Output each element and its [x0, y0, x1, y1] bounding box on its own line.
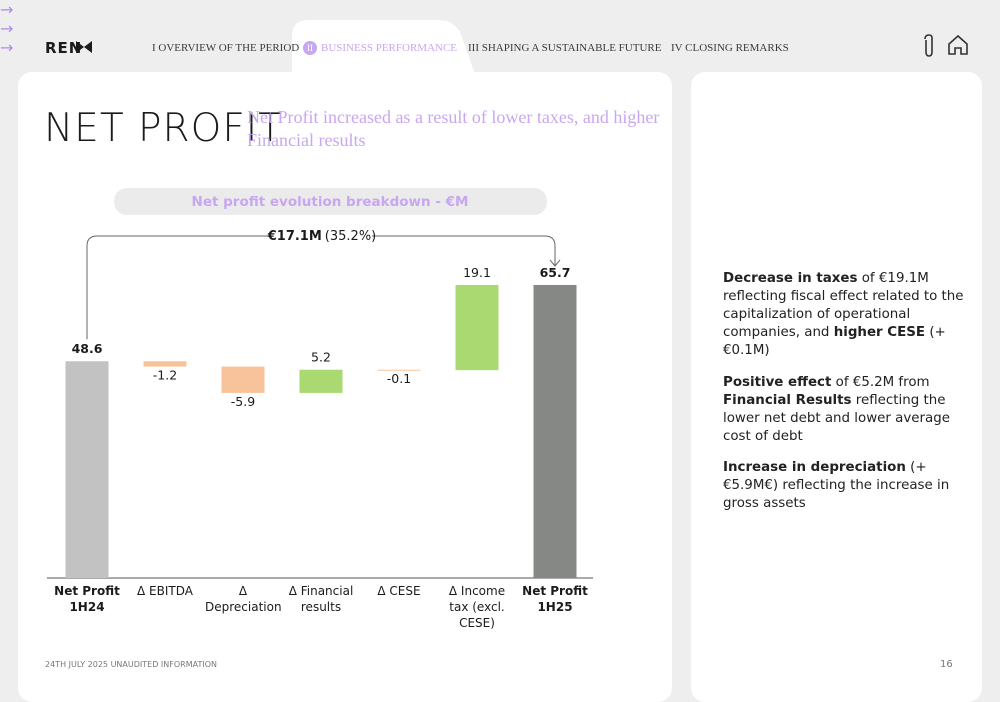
value-label: 5.2 — [311, 350, 331, 365]
annotation-amount: €17.1M — [267, 229, 322, 244]
x-tick-label: Δ CESE — [377, 584, 421, 598]
bullet-text: (+€5.9M€) reflecting the increase in gro… — [723, 460, 950, 511]
bar — [221, 366, 265, 393]
bar — [377, 369, 421, 371]
home-icon[interactable] — [948, 34, 968, 55]
bullet-text: of €5.2M from — [831, 375, 930, 390]
nav-item[interactable]: I OVERVIEW OF THE PERIOD — [152, 42, 300, 54]
bullet-text: reflecting the lower net debt and lower … — [723, 393, 950, 444]
bullet-bold: Positive effect — [723, 375, 832, 390]
bullet-text: (+€0.1M) — [723, 325, 946, 358]
chart-title: Net profit evolution breakdown - €M — [192, 194, 469, 210]
value-label: 65.7 — [540, 265, 571, 280]
bullet-bold: Decrease in taxes — [723, 271, 858, 286]
bullet-bold: Financial Results — [723, 393, 852, 408]
page-number: 16 — [940, 659, 953, 670]
active-tab — [292, 20, 475, 74]
logo-mark — [76, 41, 92, 53]
bar — [455, 284, 499, 371]
bullet-arrow: → — [0, 19, 14, 38]
bar — [65, 361, 109, 578]
icons[interactable] — [924, 34, 968, 57]
page-subtitle: Net Profit increased as a result of lowe… — [247, 107, 660, 150]
x-tick-label: Net Profit 1H24 — [54, 584, 120, 614]
chart: Net profit evolution breakdown - €M 48.6… — [47, 188, 593, 579]
value-label: 48.6 — [72, 341, 103, 356]
bullet: Decrease in taxes of €19.1M reflecting f… — [723, 270, 981, 360]
nav-item[interactable]: III SHAPING A SUSTAINABLE FUTURE — [468, 42, 662, 54]
annotation-change: (35.2%) — [325, 229, 376, 244]
annotation: €17.1M (35.2%) — [267, 229, 377, 244]
nav-item[interactable]: IV CLOSING REMARKS — [671, 42, 789, 54]
nav-tab-shape — [76, 20, 968, 74]
bullet-arrow: → — [0, 38, 14, 57]
bullet: Increase in depreciation (+€5.9M€) refle… — [723, 459, 981, 513]
bar — [143, 361, 187, 367]
annotation-bg — [272, 226, 372, 246]
x-tick-label: Δ Income tax (excl. CESE) — [448, 584, 506, 630]
value-label: -1.2 — [153, 368, 177, 383]
chart-title-pill — [114, 188, 547, 215]
bar — [299, 369, 343, 393]
bullet-arrow: → — [0, 0, 14, 19]
page-title: NET PROFIT — [44, 106, 284, 151]
tab-badge — [303, 41, 317, 55]
value-label: -0.1 — [387, 371, 411, 386]
x-tick-label: Δ Depreciation — [205, 584, 282, 614]
bullet: Positive effect of €5.2M from Financial … — [723, 374, 981, 446]
bullet-bold: Increase in depreciation — [723, 460, 906, 475]
value-label: -5.9 — [231, 394, 255, 409]
arrow-head — [549, 259, 561, 267]
footer-note: 24TH JULY 2025 UNAUDITED INFORMATION — [45, 660, 217, 669]
logo: REN — [45, 39, 83, 57]
bullet-text: of €19.1M reflecting fiscal effect relat… — [723, 271, 964, 340]
clip-icon[interactable] — [924, 34, 933, 57]
nav-badge[interactable]: II — [307, 43, 313, 53]
nav-item-active[interactable]: BUSINESS PERFORMANCE — [321, 42, 458, 54]
x-tick-label: Δ EBITDA — [137, 584, 193, 598]
side-card — [691, 72, 982, 702]
bar — [533, 284, 577, 578]
bullet-bold: higher CESE — [833, 325, 926, 340]
x-tick-label: Δ Financial results — [288, 584, 354, 614]
value-label: 19.1 — [463, 265, 491, 280]
x-tick-label: Net Profit 1H25 — [522, 584, 588, 614]
